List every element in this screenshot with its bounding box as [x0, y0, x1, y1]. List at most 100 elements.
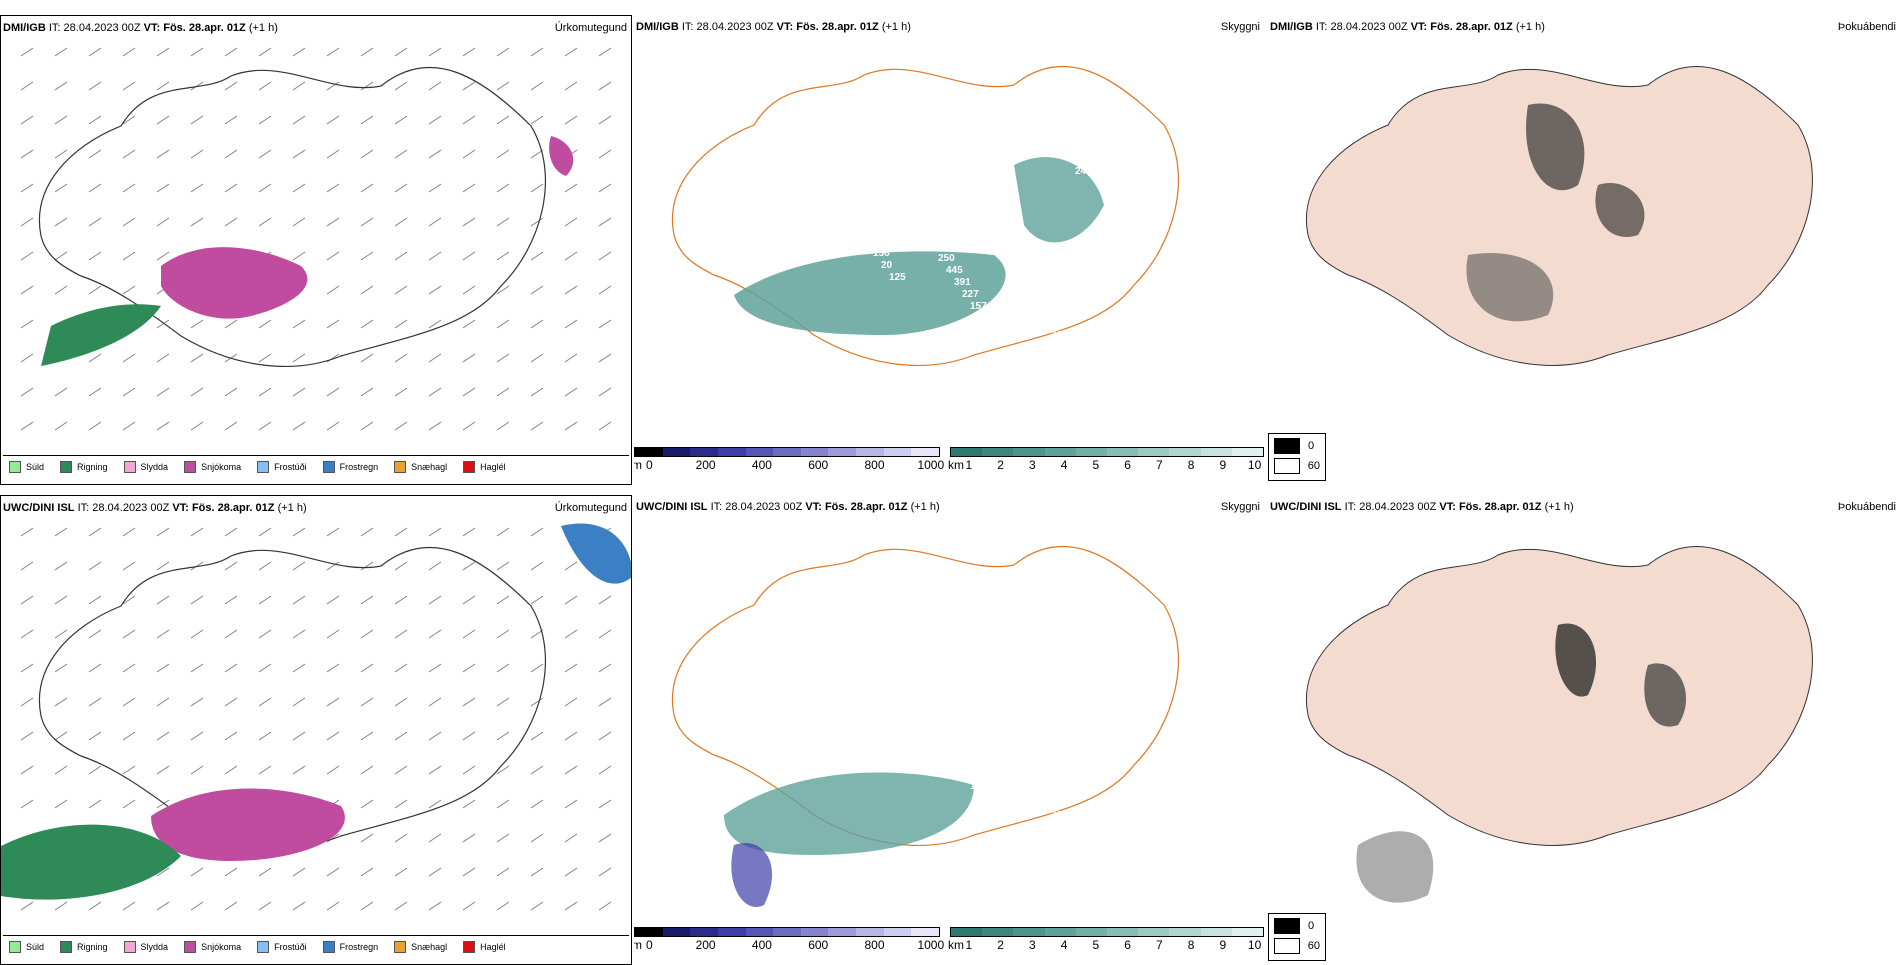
wind-barb — [360, 353, 374, 363]
ceiling-label: 279 — [938, 733, 955, 744]
wind-barb — [326, 867, 340, 877]
legend-item: Frostúði — [257, 941, 307, 953]
wind-barb — [20, 217, 34, 227]
ceiling-label: 442 — [849, 212, 866, 223]
wind-barb — [394, 731, 408, 741]
wind-barb — [54, 901, 68, 911]
ceiling-label: 445 — [946, 265, 963, 276]
wind-barb — [428, 47, 442, 57]
ceiling-label: 12 — [873, 728, 885, 739]
precip-map — [20, 47, 612, 431]
wind-barb — [564, 285, 578, 295]
wind-barb — [258, 697, 272, 707]
wind-barb — [598, 285, 612, 295]
wind-barb — [462, 183, 476, 193]
wind-barb — [462, 115, 476, 125]
ceiling-label: 231 — [1051, 810, 1068, 821]
panel-header: UWC/DINI ISL IT: 28.04.2023 00Z VT: Fös.… — [3, 502, 307, 514]
legend-label: Frostúði — [274, 942, 307, 952]
wind-barb — [88, 251, 102, 261]
wind-barb — [326, 217, 340, 227]
colorbar-tick: 400 — [751, 458, 772, 472]
legend-item: Frostregn — [322, 941, 378, 953]
wind-barb — [360, 595, 374, 605]
wind-barb — [428, 527, 442, 537]
fog-legend-label: 0 — [1308, 920, 1315, 932]
wind-barb — [360, 421, 374, 431]
legend-swatch — [9, 461, 21, 473]
wind-barb — [530, 319, 544, 329]
wind-barb — [428, 217, 442, 227]
wind-barb — [496, 217, 510, 227]
wind-barb — [496, 353, 510, 363]
ceiling-label: 337 — [760, 651, 777, 662]
ceiling-label: 125 — [889, 272, 906, 283]
wind-barb — [292, 81, 306, 91]
wind-barb — [122, 629, 136, 639]
colorbar-segment — [1107, 448, 1139, 456]
wind-barb — [156, 731, 170, 741]
wind-barb — [54, 183, 68, 193]
wind-barb — [598, 833, 612, 843]
colorbar-segment — [745, 448, 774, 456]
wind-barb — [292, 421, 306, 431]
legend-item: Súld — [9, 461, 44, 473]
fog-legend: 0 60 — [1268, 433, 1326, 481]
wind-barb — [496, 183, 510, 193]
wind-barb — [326, 765, 340, 775]
wind-barb — [428, 353, 442, 363]
ceiling-label: 38 — [962, 769, 974, 780]
wind-barb — [88, 731, 102, 741]
wind-barb — [496, 765, 510, 775]
wind-barb — [326, 421, 340, 431]
legend-label: Snjókoma — [201, 942, 242, 952]
wind-barb — [462, 731, 476, 741]
wind-barb — [598, 183, 612, 193]
ceiling-label: 302 — [1051, 330, 1068, 341]
wind-barb — [428, 115, 442, 125]
ceiling-label: 222 — [841, 680, 858, 691]
wind-barb — [394, 697, 408, 707]
ceiling-label: 391 — [954, 277, 971, 288]
ceiling-label: 561 — [768, 663, 785, 674]
wind-barb — [292, 353, 306, 363]
wind-barb — [20, 901, 34, 911]
wind-barb — [20, 765, 34, 775]
wind-barb — [122, 663, 136, 673]
wind-barb — [258, 663, 272, 673]
wind-barb — [156, 421, 170, 431]
colorbar-segment — [951, 928, 983, 936]
wind-barb — [190, 765, 204, 775]
wind-barb — [122, 765, 136, 775]
wind-barb — [530, 285, 544, 295]
wind-barb — [564, 319, 578, 329]
wind-barb — [598, 765, 612, 775]
ceiling-unit: m — [634, 938, 642, 952]
wind-barb — [530, 527, 544, 537]
wind-barb — [564, 183, 578, 193]
wind-barb — [564, 901, 578, 911]
wind-barb — [20, 319, 34, 329]
wind-barb — [496, 319, 510, 329]
legend-label: Frostregn — [339, 462, 379, 472]
ceiling-label: 221 — [784, 207, 801, 218]
fog-legend-label: 60 — [1307, 940, 1320, 952]
wind-barb — [496, 115, 510, 125]
wind-barb — [292, 901, 306, 911]
fog-map — [1306, 546, 1813, 903]
colorbar-tick: 9 — [1219, 938, 1227, 952]
wind-barb — [360, 387, 374, 397]
wind-barb — [462, 833, 476, 843]
colorbar-segment — [717, 928, 746, 936]
panel-title: Skyggni — [1220, 21, 1260, 33]
wind-barb — [564, 387, 578, 397]
wind-barb — [326, 149, 340, 159]
colorbar-tick: 7 — [1155, 458, 1163, 472]
wind-barb — [190, 319, 204, 329]
colorbar-tick: 5 — [1092, 458, 1100, 472]
ceiling-label: 227 — [962, 289, 979, 300]
visibility-unit: km — [948, 938, 964, 952]
wind-barb — [156, 115, 170, 125]
colorbar-segment — [800, 928, 829, 936]
wind-barb — [156, 183, 170, 193]
